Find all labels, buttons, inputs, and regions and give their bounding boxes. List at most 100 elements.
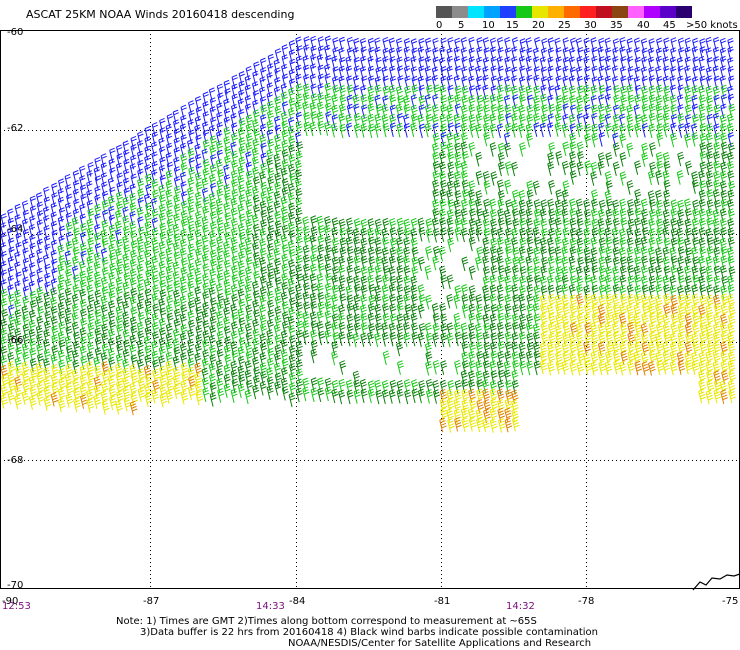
wind-barb	[720, 170, 728, 186]
wind-barb	[612, 275, 620, 291]
wind-barb	[266, 186, 274, 201]
wind-barb	[151, 350, 159, 366]
wind-barb	[497, 227, 505, 243]
wind-barb	[476, 399, 484, 414]
wind-barb	[136, 140, 144, 155]
wind-barb	[252, 241, 260, 257]
wind-barb	[151, 217, 159, 233]
colorbar-segment	[676, 6, 692, 18]
wind-barb	[0, 345, 8, 361]
wind-barb	[122, 196, 130, 212]
wind-barb	[159, 384, 167, 399]
wind-barb	[604, 37, 611, 53]
wind-barb	[533, 341, 541, 357]
wind-barb	[489, 322, 497, 338]
wind-barb	[309, 292, 317, 308]
wind-barb	[273, 247, 281, 263]
wind-barb	[115, 286, 123, 301]
wind-barb	[295, 73, 302, 89]
wind-barb	[691, 217, 699, 233]
wind-barb	[511, 399, 519, 414]
wind-barb	[187, 262, 195, 278]
wind-barb	[288, 354, 296, 369]
wind-barb	[352, 47, 359, 62]
wind-barb	[547, 65, 554, 81]
wind-barb	[496, 255, 504, 271]
wind-barb	[547, 94, 554, 110]
wind-barb	[360, 114, 368, 129]
wind-barb	[604, 75, 612, 91]
wind-barb	[179, 332, 187, 347]
wind-barb	[504, 47, 512, 62]
wind-barb	[634, 94, 642, 109]
wind-barb	[187, 233, 195, 248]
wind-barb	[122, 386, 131, 401]
wind-barb	[554, 246, 562, 261]
wind-barb	[490, 350, 498, 366]
wind-barb	[245, 227, 253, 243]
wind-barb	[633, 265, 641, 281]
wind-barb	[374, 113, 382, 128]
wind-barb	[569, 294, 578, 309]
wind-barb	[79, 327, 87, 342]
wind-barb	[403, 103, 411, 119]
wind-barb	[122, 140, 129, 156]
wind-barb	[238, 145, 246, 161]
wind-barb	[467, 407, 476, 423]
wind-barb	[280, 234, 288, 249]
wind-barb	[101, 343, 109, 358]
wind-barb	[720, 245, 728, 261]
wind-barb	[14, 289, 22, 305]
wind-barb	[231, 178, 239, 194]
wind-barb	[503, 360, 511, 376]
wind-barb	[324, 35, 332, 51]
wind-barb	[626, 284, 634, 299]
wind-barb	[375, 389, 383, 405]
wind-barb	[245, 313, 253, 328]
wind-barb	[253, 204, 261, 219]
wind-barb	[568, 255, 576, 271]
wind-barb	[8, 313, 16, 329]
wind-barb	[1, 308, 9, 324]
wind-barb	[107, 375, 116, 391]
wind-barb	[80, 250, 87, 266]
wind-barb	[172, 355, 180, 371]
wind-barb	[605, 236, 613, 252]
wind-barb	[267, 347, 275, 363]
wind-barb	[237, 326, 245, 342]
wind-barb	[302, 92, 310, 107]
wind-barb	[641, 265, 648, 280]
wind-barb	[7, 389, 15, 405]
wind-barb	[274, 105, 282, 121]
wind-barb	[482, 313, 490, 329]
wind-barb	[202, 167, 210, 183]
wind-barb	[289, 172, 297, 188]
wind-barb	[497, 142, 505, 158]
wind-barb	[706, 95, 713, 110]
wind-barb	[123, 149, 130, 164]
wind-barb	[684, 284, 692, 300]
wind-barb	[274, 144, 282, 159]
wind-barb	[532, 256, 540, 271]
wind-barb	[187, 310, 195, 325]
wind-barb	[217, 292, 225, 308]
wind-barb	[496, 179, 504, 194]
wind-barb	[404, 85, 412, 101]
wind-barb	[281, 358, 289, 373]
wind-barb	[561, 360, 570, 376]
wind-barb	[432, 379, 440, 395]
wind-barb	[640, 246, 648, 261]
wind-barb	[303, 74, 310, 89]
wind-barb	[482, 379, 490, 394]
wind-barb	[497, 104, 505, 120]
wind-barb	[604, 65, 612, 80]
wind-barb	[374, 218, 382, 234]
wind-barb	[554, 85, 561, 100]
wind-barb	[505, 389, 513, 404]
wind-barb	[663, 37, 670, 52]
wind-barb	[158, 355, 166, 370]
wind-barb	[353, 218, 361, 233]
map-title: ASCAT 25KM NOAA Winds 20160418 descendin…	[26, 8, 295, 21]
wind-barb	[461, 170, 469, 185]
wind-barb	[475, 323, 482, 338]
